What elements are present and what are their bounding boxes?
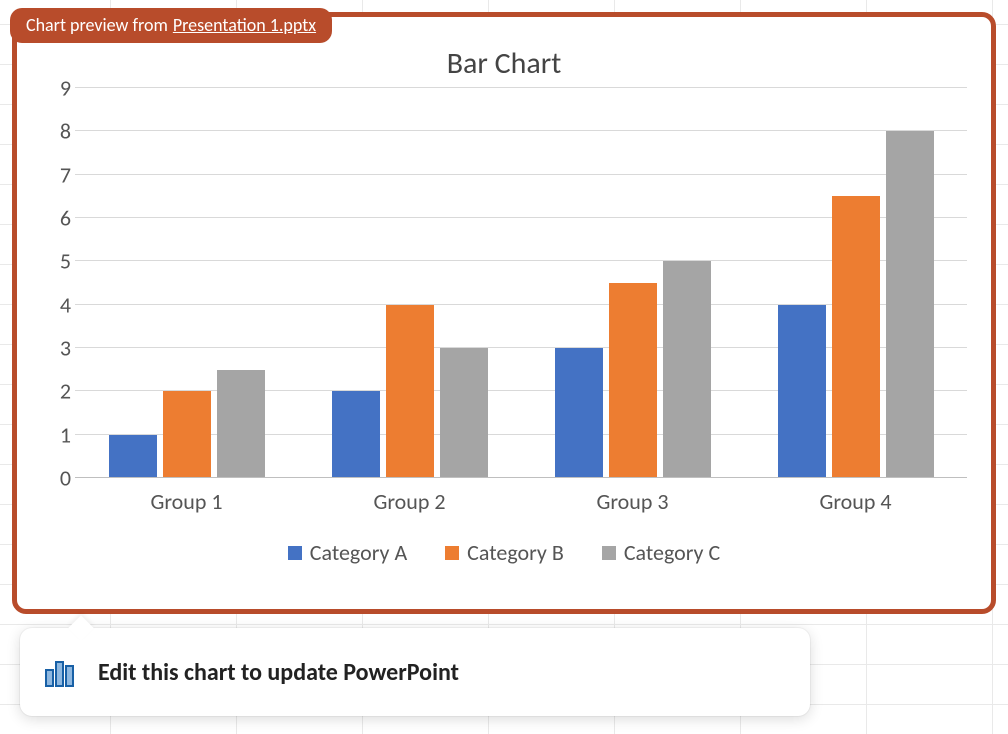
- chart-title: Bar Chart: [29, 45, 979, 82]
- y-tick-label: 3: [37, 335, 71, 362]
- edit-chart-callout[interactable]: Edit this chart to update PowerPoint: [20, 628, 810, 716]
- y-tick-label: 2: [37, 378, 71, 405]
- bar-group: [75, 88, 298, 478]
- bar: [555, 348, 603, 478]
- y-tick-label: 5: [37, 248, 71, 275]
- legend-label: Category A: [310, 539, 407, 566]
- bar: [832, 196, 880, 478]
- x-tick-label: Group 3: [521, 488, 744, 515]
- bar: [440, 348, 488, 478]
- legend-item: Category B: [445, 539, 564, 566]
- bar: [886, 131, 934, 478]
- preview-tag-prefix: Chart preview from: [26, 14, 168, 36]
- y-tick-label: 6: [37, 205, 71, 232]
- y-tick-label: 8: [37, 118, 71, 145]
- bar: [109, 435, 157, 478]
- y-tick-label: 4: [37, 291, 71, 318]
- chart-preview-frame[interactable]: Bar Chart 0123456789 Group 1Group 2Group…: [12, 12, 996, 614]
- bar-groups: [75, 88, 967, 478]
- legend-label: Category B: [467, 539, 564, 566]
- bar: [386, 305, 434, 478]
- chart-preview-tag: Chart preview from Presentation 1.pptx: [10, 8, 332, 43]
- bar: [163, 391, 211, 478]
- bar-group: [521, 88, 744, 478]
- edit-callout-text: Edit this chart to update PowerPoint: [98, 658, 459, 687]
- bar: [778, 305, 826, 478]
- bar: [663, 261, 711, 478]
- preview-source-file-link[interactable]: Presentation 1.pptx: [173, 14, 316, 36]
- chart-area: Bar Chart 0123456789 Group 1Group 2Group…: [29, 29, 979, 597]
- bar-group: [744, 88, 967, 478]
- x-tick-label: Group 4: [744, 488, 967, 515]
- legend-item: Category A: [288, 539, 407, 566]
- x-axis-baseline: [75, 477, 967, 478]
- y-tick-label: 0: [37, 465, 71, 492]
- chart-plot: 0123456789: [75, 88, 967, 478]
- chart-legend: Category A Category B Category C: [29, 539, 979, 566]
- y-tick-label: 7: [37, 161, 71, 188]
- bar-chart-icon: [42, 654, 78, 690]
- bar: [332, 391, 380, 478]
- legend-swatch: [445, 546, 459, 560]
- x-axis-labels: Group 1Group 2Group 3Group 4: [75, 488, 967, 515]
- legend-label: Category C: [624, 539, 720, 566]
- y-tick-label: 9: [37, 75, 71, 102]
- bar-group: [298, 88, 521, 478]
- x-tick-label: Group 2: [298, 488, 521, 515]
- legend-item: Category C: [602, 539, 720, 566]
- x-tick-label: Group 1: [75, 488, 298, 515]
- y-axis: 0123456789: [37, 88, 71, 478]
- y-tick-label: 1: [37, 421, 71, 448]
- legend-swatch: [602, 546, 616, 560]
- bar: [217, 370, 265, 478]
- bar: [609, 283, 657, 478]
- legend-swatch: [288, 546, 302, 560]
